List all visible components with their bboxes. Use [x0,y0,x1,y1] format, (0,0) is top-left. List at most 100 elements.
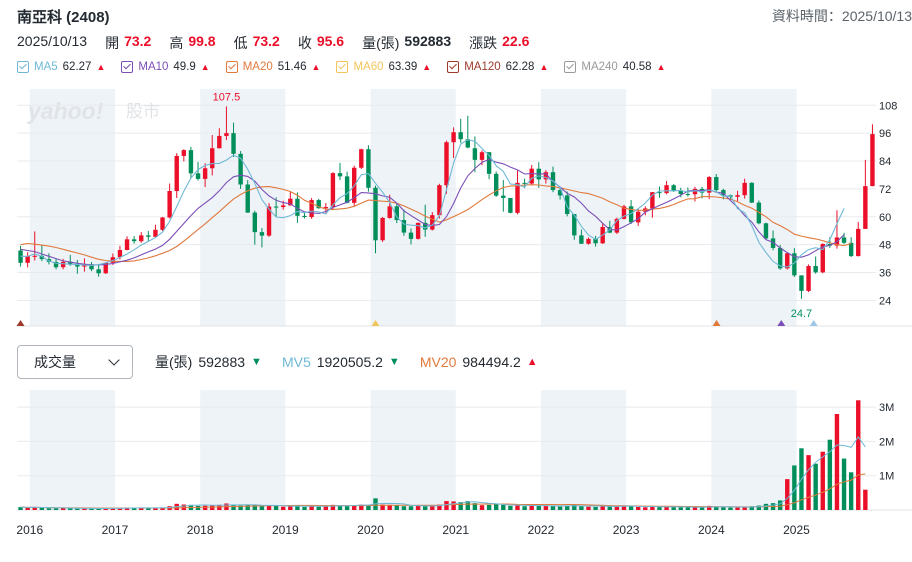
volume-bar[interactable] [664,506,669,510]
candle[interactable] [508,197,513,214]
candle[interactable] [124,236,130,251]
candle[interactable] [202,163,208,188]
volume-bar[interactable] [515,505,520,510]
volume-bar[interactable] [735,507,740,510]
volume-bar[interactable] [451,501,456,510]
candle[interactable] [195,161,201,181]
volume-bar[interactable] [259,506,265,510]
volume-bar[interactable] [245,504,250,510]
candle[interactable] [89,262,94,272]
volume-bar[interactable] [323,506,329,510]
volume-bar[interactable] [749,506,754,510]
volume-bar[interactable] [96,508,101,510]
candle[interactable] [572,214,577,240]
volume-bar[interactable] [742,506,747,510]
volume-bar[interactable] [408,506,414,510]
volume-bar[interactable] [827,439,833,510]
candle[interactable] [848,237,854,257]
candle[interactable] [231,122,236,158]
ma-legend-item-ma5[interactable]: MA5 62.27 ▲ [17,61,105,73]
candle[interactable] [387,194,392,219]
candle[interactable] [586,237,591,245]
ma-legend-item-ma10[interactable]: MA10 49.9 ▲ [121,61,210,73]
candle[interactable] [451,127,456,159]
volume-bar[interactable] [295,505,300,510]
volume-bar[interactable] [273,505,279,510]
volume-bar[interactable] [721,507,726,510]
candle[interactable] [770,230,776,251]
candle[interactable] [493,171,499,197]
volume-bar[interactable] [458,502,463,510]
volume-bar[interactable] [316,506,321,510]
candle[interactable] [188,146,194,178]
volume-bar[interactable] [352,505,357,510]
volume-bar[interactable] [89,508,94,510]
volume-bar[interactable] [146,508,151,510]
indicator-select[interactable]: 成交量 [17,345,133,379]
volume-bar[interactable] [217,504,222,510]
volume-bar[interactable] [337,505,343,510]
candle[interactable] [749,182,754,204]
volume-bar[interactable] [46,508,52,510]
event-marker-icon[interactable] [712,320,721,326]
volume-bar[interactable] [18,507,23,510]
volume-bar[interactable] [139,507,144,510]
volume-bar[interactable] [252,504,258,510]
candle[interactable] [806,264,811,293]
volume-bar[interactable] [543,505,549,510]
volume-bar[interactable] [344,506,350,510]
candle[interactable] [714,174,719,193]
candle[interactable] [266,203,272,237]
volume-bar[interactable] [153,507,158,510]
volume-bar[interactable] [522,506,527,510]
volume-bar[interactable] [536,505,541,510]
candle[interactable] [444,140,449,194]
checkbox-icon[interactable] [121,61,134,73]
candle[interactable] [408,228,414,245]
volume-bar[interactable] [195,505,201,510]
volume-bar[interactable] [281,506,286,510]
volume-bar[interactable] [160,507,165,510]
candle[interactable] [146,230,151,242]
volume-bar[interactable] [465,501,470,510]
candle[interactable] [820,243,825,274]
volume-bar[interactable] [557,506,563,510]
candle[interactable] [39,244,45,262]
volume-bar[interactable] [607,506,612,510]
candle[interactable] [174,153,179,198]
candle[interactable] [628,200,634,224]
volume-bar[interactable] [856,400,861,510]
volume-bar[interactable] [103,508,108,510]
candle[interactable] [863,159,868,229]
volume-bar[interactable] [479,505,485,510]
volume-bar[interactable] [572,504,577,510]
volume-bar[interactable] [124,507,130,510]
candle[interactable] [373,185,378,254]
volume-bar[interactable] [330,504,336,510]
ma-legend-item-ma120[interactable]: MA120 62.28 ▲ [447,61,548,73]
candle[interactable] [75,260,80,274]
candle[interactable] [359,148,364,169]
candle[interactable] [650,191,655,218]
volume-bar[interactable] [706,505,712,510]
volume-bar[interactable] [714,506,719,510]
candle[interactable] [330,172,336,210]
volume-bar[interactable] [529,505,534,510]
volume-bar[interactable] [806,455,811,510]
volume-bar[interactable] [650,506,655,510]
volume-bar[interactable] [82,508,87,510]
volume-bar[interactable] [635,506,641,510]
candle[interactable] [486,152,492,180]
candle[interactable] [423,204,428,237]
volume-bar[interactable] [117,507,123,510]
volume-bar[interactable] [53,508,59,510]
candle[interactable] [621,204,627,220]
volume-bar[interactable] [692,507,698,510]
candle[interactable] [664,181,669,195]
checkbox-icon[interactable] [447,61,460,73]
volume-bar[interactable] [493,504,499,510]
candle[interactable] [557,187,563,200]
volume-bar[interactable] [60,508,66,510]
event-marker-icon[interactable] [16,320,25,326]
candle[interactable] [25,252,30,268]
